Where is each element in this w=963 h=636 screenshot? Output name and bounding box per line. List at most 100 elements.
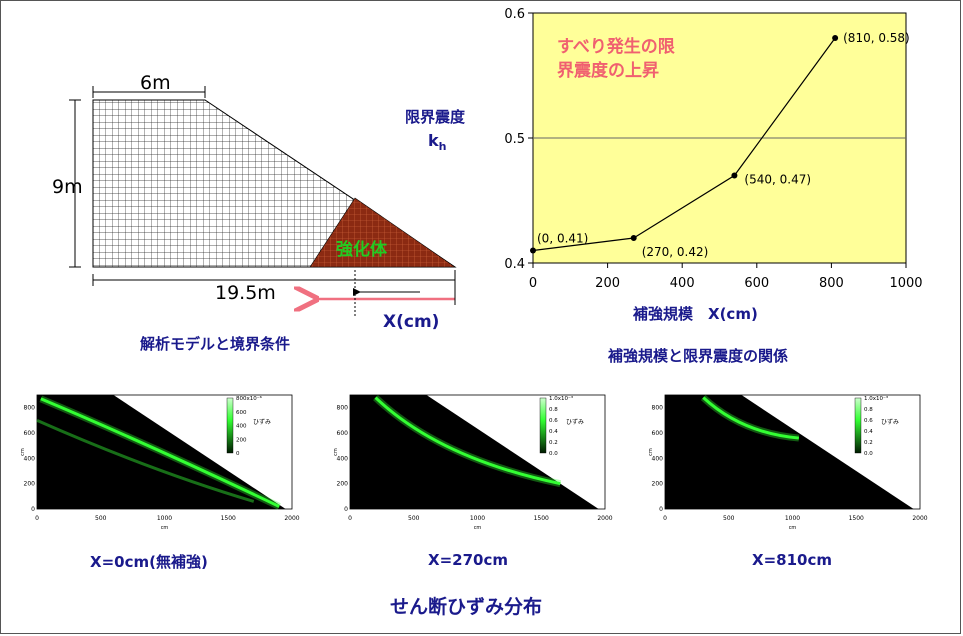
data-point-label: (540, 0.47) [744,173,811,187]
chart-ylabel-k: kh [428,131,447,154]
colorbar-tick-label: 0.4 [549,429,558,435]
x-tick-label: 1000 [889,276,922,291]
colorbar-tick-label: 200 [236,437,247,443]
y-tick-label: 0.5 [504,132,525,147]
strain-band [40,397,280,508]
map-y-tick-label: 0 [344,506,348,513]
footer-title: せん断ひずみ分布 [390,596,543,618]
colorbar-tick-label: 0.2 [864,440,873,446]
colorbar-tick-label: 0.4 [864,429,873,435]
x-label: X(cm) [383,312,440,332]
dim-height-label: 9m [52,176,83,198]
map-x-unit: cm [474,525,482,531]
strain-map-panel: 0 500 1000 1500 2000cm0200400600800cm800x10⁻… [20,394,300,531]
colorbar-tick-label: 0.0 [864,451,873,457]
colorbar-title: ひずみ [881,418,899,426]
colorbar [854,397,862,454]
colorbar-tick-label: 0.8 [864,407,873,413]
data-point [832,35,839,41]
map-y-tick-label: 0 [659,506,663,513]
x-tick-label: 600 [744,276,769,291]
colorbar-title: ひずみ [566,418,584,426]
colorbar-tick-label: 600 [236,410,247,416]
dim-base-label: 19.5m [215,282,276,304]
colorbar-tick-label: 0 [236,451,240,457]
map-x-unit: cm [789,525,797,531]
colorbar-tick-label: 0.6 [864,418,873,424]
slope-body [665,395,914,509]
colorbar-tick-label: 0.0 [549,451,558,457]
map-x-tick-label: 0 [348,515,352,522]
colorbar [539,397,547,454]
data-point [731,172,738,179]
series-line [532,37,836,252]
data-point-label: (810, 0.58) [843,31,910,45]
data-point-label: (270, 0.42) [642,245,709,259]
map-y-tick-label: 800 [652,405,664,412]
chart-caption: 補強規模と限界震度の関係 [608,347,789,365]
y-tick-label: 0.4 [504,257,525,272]
slope-body [350,395,599,509]
map-x-tick-label: 0 [35,515,39,522]
map-y-tick-label: 800 [337,405,349,412]
data-point [530,247,536,254]
map-x-tick-label: 1500 [849,515,864,522]
data-point-label: (0, 0.41) [537,232,588,246]
strain-map-caption: X=810cm [752,551,832,569]
chart-xlabel: 補強規模 X(cm) [633,305,758,323]
map-y-unit: cm [333,448,339,456]
map-x-tick-label: 2000 [284,515,299,522]
secondary-strain-band [36,418,255,503]
strain-band [374,396,561,486]
map-x-unit: cm [161,525,169,531]
colorbar-tick-label: 400 [236,424,247,430]
map-x-tick-label: 500 [95,515,107,522]
x-tick-label: 200 [595,276,620,291]
strain-map-panel: 0 500 1000 1500 2000 cm 0 200 400 600 800 cm 1.0x10⁻… [333,394,613,531]
model-caption: 解析モデルと境界条件 [140,335,291,353]
y-tick-label: 0.6 [504,7,525,22]
colorbar-tick-label: 0.8 [549,407,558,413]
map-x-tick-label: 1000 [470,515,485,522]
reinforce-label: 強化体 [336,240,387,260]
map-x-tick-label: 1000 [157,515,172,522]
colorbar-title: ひずみ [253,418,271,426]
map-y-tick-label: 400 [24,455,36,462]
colorbar-tick-label: 0.2 [549,440,558,446]
dim-top-label: 6m [140,72,171,94]
map-y-tick-label: 400 [337,455,349,462]
colorbar-tick-label: 0.6 [549,418,558,424]
data-point [630,235,637,241]
x-tick-label: 800 [819,276,844,291]
map-y-tick-label: 200 [337,481,349,488]
colorbar [226,397,234,454]
map-y-unit: cm [648,448,654,456]
x-tick-label: 400 [670,276,695,291]
limit-seismic-chart: 0 200 400 600 800 1000 0.4 0.5 0.6 (0, 0.41) (270,… [504,7,922,291]
x-tick-label: 0 [529,276,537,291]
map-y-tick-label: 800 [24,405,36,412]
map-x-tick-label: 1000 [785,515,800,522]
map-x-tick-label: 500 [408,515,420,522]
colorbar-tick-label: 1.0x10⁻³ [549,395,573,402]
strain-map-caption: X=270cm [428,551,508,569]
chart-ylabel: 限界震度 [405,108,466,126]
strain-band [702,396,800,440]
map-y-tick-label: 200 [24,481,36,488]
map-y-tick-label: 200 [652,481,664,488]
map-x-tick-label: 500 [723,515,735,522]
map-y-tick-label: 600 [337,430,349,437]
map-y-tick-label: 600 [652,430,664,437]
map-y-tick-label: 400 [652,455,664,462]
map-x-tick-label: 1500 [534,515,549,522]
map-y-tick-label: 0 [31,506,35,513]
map-x-tick-label: 0 [663,515,667,522]
reinforced-body [309,197,456,268]
strain-map-panel: 0 500 1000 1500 2000 cm 0 200 400 600 800 cm 1.0x10⁻… [648,394,928,531]
map-x-tick-label: 1500 [221,515,236,522]
map-x-tick-label: 2000 [597,515,612,522]
strain-map-caption: X=0cm(無補強) [90,553,208,571]
analysis-model-diagram [69,86,457,318]
map-y-tick-label: 600 [24,430,36,437]
